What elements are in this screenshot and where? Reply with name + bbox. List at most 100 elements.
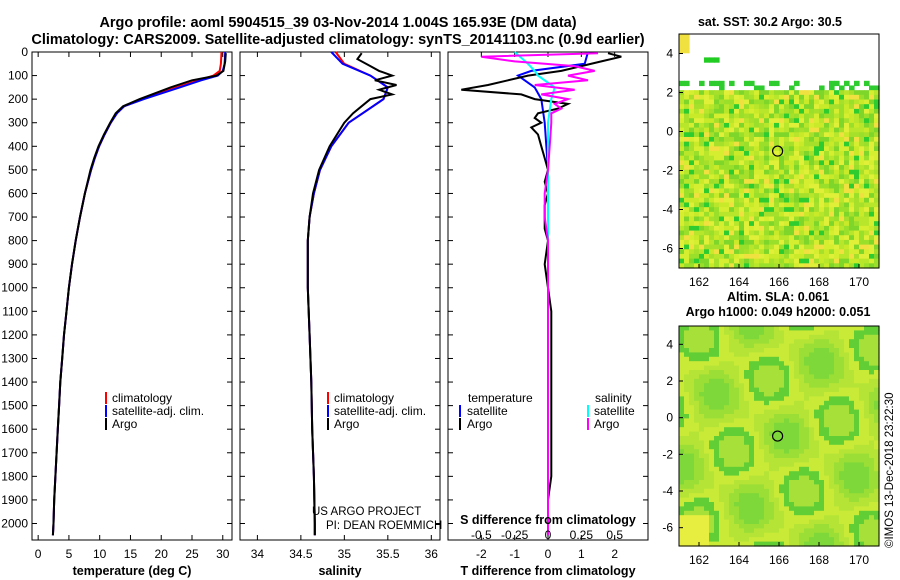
map-cell: [804, 370, 810, 375]
map-cell: [754, 230, 760, 236]
map-cell: [754, 249, 760, 255]
map-cell: [779, 235, 785, 241]
map-cell: [699, 396, 705, 402]
map-cell: [739, 497, 745, 503]
map-cell: [804, 409, 810, 415]
map-cell: [734, 211, 740, 218]
map-cell: [779, 94, 785, 101]
map-cell: [694, 263, 700, 269]
map-cell: [869, 155, 875, 161]
map-cell: [749, 136, 755, 143]
map-cell: [849, 151, 855, 157]
map-cell: [699, 169, 705, 175]
map-cell: [689, 466, 695, 472]
map-cell: [824, 374, 830, 380]
map-cell: [864, 515, 870, 521]
map-cell: [699, 188, 705, 194]
map-cell: [824, 197, 830, 204]
legend-sal-satellite-label: satellite-adj. clim.: [334, 404, 426, 418]
map-cell: [769, 524, 775, 529]
map-cell: [874, 263, 880, 269]
map-cell: [869, 197, 875, 204]
argo-location-marker: [771, 145, 784, 157]
map-cell: [709, 132, 715, 138]
map-cell: [779, 475, 785, 481]
map-cell: [704, 151, 710, 157]
map-cell: [694, 221, 700, 227]
map-cell: [829, 400, 835, 406]
map-cell: [839, 361, 845, 367]
map-cell: [704, 334, 710, 340]
map-cell: [714, 202, 720, 208]
map-cell: [859, 127, 865, 133]
map-cell: [829, 493, 835, 499]
map-cell: [774, 515, 780, 521]
map-cell: [684, 330, 690, 336]
map-cell: [679, 127, 685, 133]
map-cell: [679, 43, 685, 49]
map-cell: [864, 510, 870, 516]
map-cell: [784, 449, 790, 455]
map-cell: [774, 348, 780, 353]
map-cell: [714, 136, 720, 143]
map-cell: [829, 258, 835, 264]
map-cell: [834, 132, 840, 138]
map-cell: [764, 160, 770, 166]
map-cell: [729, 453, 735, 459]
map-cell: [849, 160, 855, 166]
map-cell: [869, 343, 875, 349]
map-cell: [849, 352, 855, 358]
map-cell: [734, 132, 740, 138]
map-cell: [694, 440, 700, 446]
map-cell: [819, 193, 825, 199]
map-cell: [804, 326, 810, 331]
map-cell: [754, 462, 760, 468]
map-cell: [769, 427, 775, 433]
map-cell: [809, 221, 815, 227]
map-cell: [734, 169, 740, 175]
map-cell: [694, 188, 700, 194]
map-cell: [794, 414, 800, 419]
map-cell: [844, 378, 850, 384]
map-cell: [839, 493, 845, 499]
map-cell: [689, 365, 695, 371]
map-cell: [794, 524, 800, 529]
map-cell: [764, 528, 770, 534]
map-cell: [739, 471, 745, 477]
map-cell: [719, 436, 725, 441]
map-cell: [784, 480, 790, 485]
map-cell: [709, 118, 715, 124]
map-cell: [804, 207, 810, 213]
map-cell: [814, 383, 820, 389]
map-cell: [734, 244, 740, 250]
map-cell: [844, 326, 850, 331]
map-cell: [754, 235, 760, 241]
map-cell: [809, 378, 815, 384]
map-cell: [869, 179, 875, 185]
map-cell: [804, 356, 810, 362]
map-cell: [779, 334, 785, 340]
map-cell: [749, 475, 755, 481]
map-cell: [829, 244, 835, 250]
map-cell: [824, 136, 830, 143]
map-cell: [714, 532, 720, 538]
map-cell: [724, 361, 730, 367]
map-cell: [859, 374, 865, 380]
map-cell: [794, 444, 800, 450]
map-cell: [844, 197, 850, 204]
map-cell: [804, 458, 810, 463]
map-cell: [759, 263, 765, 269]
map-cell: [689, 99, 695, 105]
map-cell: [724, 484, 730, 490]
map-cell: [824, 475, 830, 481]
map-cell: [804, 188, 810, 194]
map-cell: [729, 387, 735, 393]
map-cell: [794, 480, 800, 485]
map-cell: [814, 339, 820, 345]
map-cell: [779, 169, 785, 175]
map-cell: [764, 343, 770, 349]
map-cell: [694, 414, 700, 419]
map-cell: [789, 537, 795, 543]
map-cell: [729, 122, 735, 129]
map-cell: [794, 440, 800, 446]
